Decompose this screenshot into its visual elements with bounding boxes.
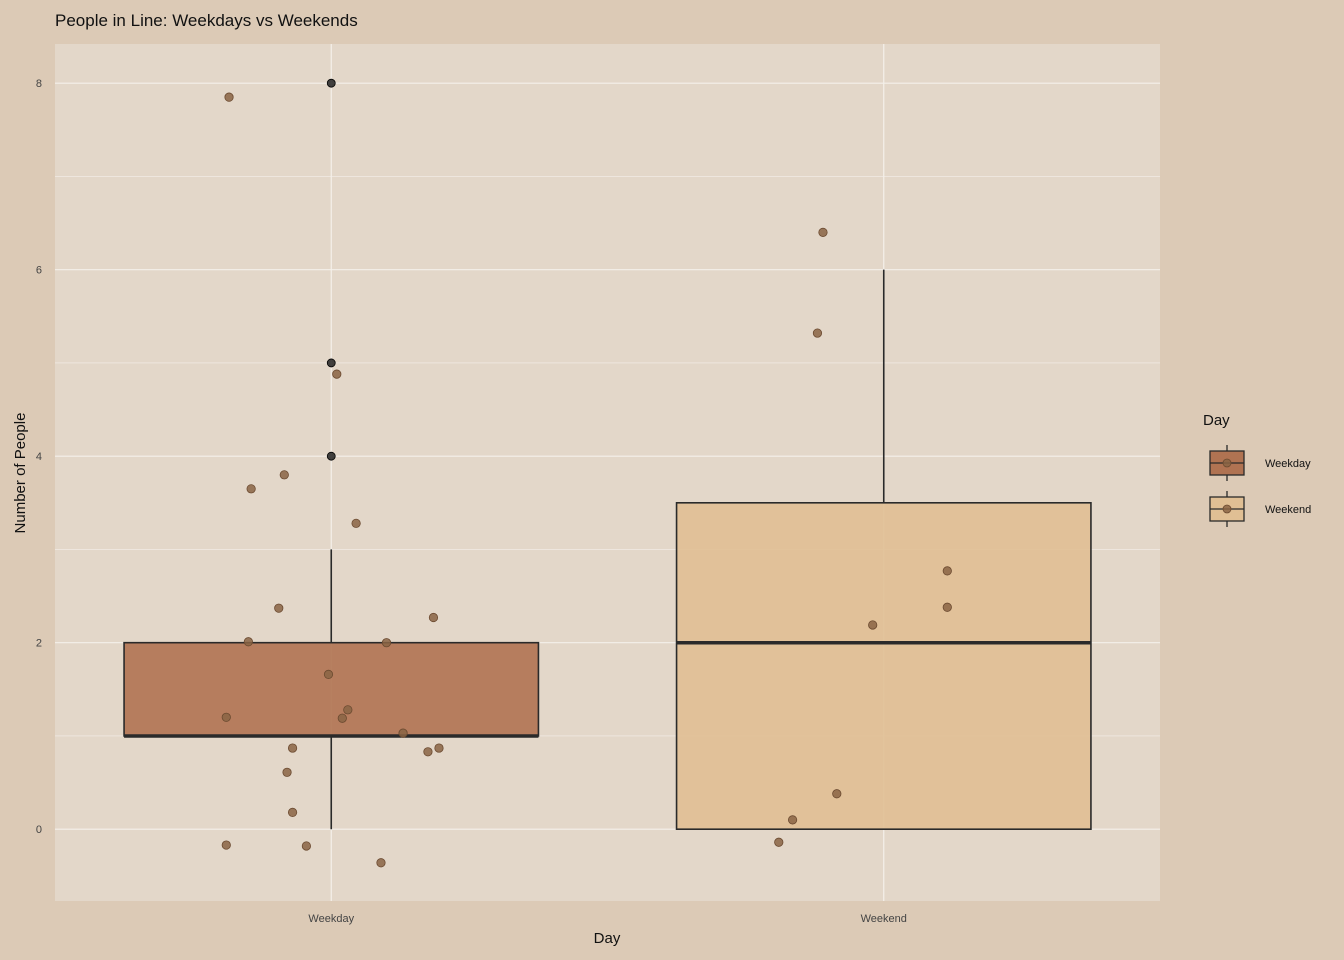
data-point bbox=[351, 518, 361, 528]
data-point bbox=[942, 602, 952, 612]
y-tick-label: 8 bbox=[36, 78, 42, 90]
chart-title: People in Line: Weekdays vs Weekends bbox=[55, 11, 358, 30]
legend-title: Day bbox=[1203, 412, 1230, 429]
data-point bbox=[787, 815, 798, 825]
outlier-point bbox=[326, 451, 336, 461]
legend-item-weekday: Weekday bbox=[1209, 445, 1311, 481]
y-axis-title: Number of People bbox=[12, 413, 29, 534]
data-point bbox=[434, 743, 444, 753]
data-point bbox=[812, 328, 823, 338]
x-tick-label: Weekday bbox=[308, 913, 354, 925]
data-point bbox=[868, 620, 878, 630]
data-point bbox=[243, 637, 253, 647]
box-rect bbox=[123, 641, 540, 737]
data-point bbox=[832, 789, 842, 799]
data-point bbox=[274, 603, 284, 613]
data-point bbox=[428, 612, 439, 623]
legend: Day Weekday Weekend bbox=[1203, 412, 1311, 527]
y-tick-label: 2 bbox=[36, 638, 42, 650]
data-point bbox=[337, 713, 347, 723]
box-weekend bbox=[675, 269, 1092, 830]
data-point bbox=[818, 227, 828, 237]
y-tick-labels: 0 2 4 6 8 bbox=[36, 78, 42, 836]
data-point bbox=[279, 470, 289, 480]
legend-key-point bbox=[1222, 458, 1232, 468]
data-point bbox=[332, 369, 342, 379]
data-point bbox=[423, 747, 433, 757]
data-point bbox=[343, 705, 353, 715]
x-tick-label: Weekend bbox=[861, 913, 907, 925]
data-point bbox=[287, 807, 298, 818]
data-point bbox=[287, 743, 298, 753]
box-rect bbox=[675, 502, 1092, 830]
data-point bbox=[376, 858, 386, 868]
box-plots bbox=[123, 78, 1092, 830]
data-point bbox=[221, 712, 231, 722]
data-point bbox=[381, 638, 392, 648]
legend-item-weekend: Weekend bbox=[1209, 491, 1311, 527]
x-tick-labels: Weekday Weekend bbox=[308, 913, 906, 925]
y-tick-label: 6 bbox=[36, 265, 42, 277]
data-point bbox=[224, 92, 234, 102]
data-point bbox=[246, 484, 256, 494]
outlier-point bbox=[326, 78, 336, 88]
jitter-points bbox=[221, 92, 952, 868]
legend-label: Weekend bbox=[1265, 504, 1311, 516]
box-weekday bbox=[123, 78, 540, 830]
data-point bbox=[323, 669, 334, 679]
data-point bbox=[942, 566, 952, 576]
outlier-point bbox=[326, 358, 336, 368]
y-tick-label: 4 bbox=[36, 451, 42, 463]
legend-key-point bbox=[1222, 504, 1232, 514]
y-tick-label: 0 bbox=[36, 824, 42, 836]
data-point bbox=[398, 728, 408, 738]
x-axis-title: Day bbox=[594, 930, 621, 947]
data-point bbox=[221, 840, 231, 850]
legend-label: Weekday bbox=[1265, 458, 1311, 470]
data-point bbox=[301, 841, 311, 851]
data-point bbox=[774, 837, 784, 847]
data-point bbox=[282, 767, 292, 777]
